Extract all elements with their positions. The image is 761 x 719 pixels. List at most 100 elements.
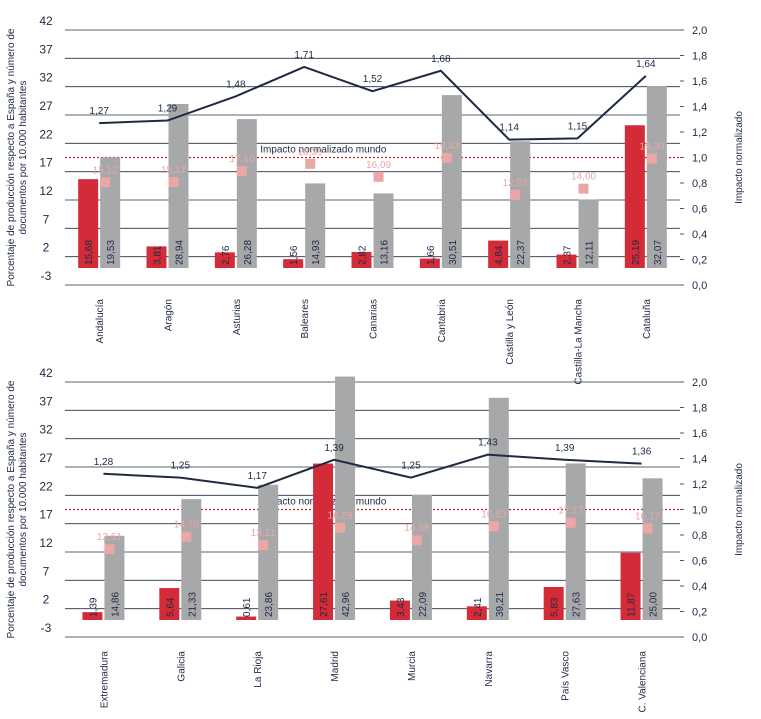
x-tick-label: C. Valenciana <box>638 651 649 713</box>
y-tick-label: 17 <box>39 508 53 522</box>
y2-tick-label: 1,8 <box>692 403 707 415</box>
y-tick-label: 2 <box>43 241 50 255</box>
bar-value-label: 19,53 <box>106 240 117 265</box>
bar-value-label: 12,11 <box>585 240 596 265</box>
marker <box>104 544 115 555</box>
bar-value-label: 14,86 <box>110 592 121 617</box>
y2-tick-label: 2,0 <box>692 377 707 389</box>
x-tick-label: Galicia <box>176 651 187 682</box>
bar-value-label: 28,94 <box>175 240 186 265</box>
marker <box>488 521 499 532</box>
y-tick-label: 42 <box>39 366 53 380</box>
y-tick-label: 37 <box>39 42 53 56</box>
y2-tick-label: 0,8 <box>692 530 707 542</box>
bar <box>441 95 462 268</box>
bar-value-label: 3,81 <box>153 245 164 265</box>
y-tick-label: 12 <box>39 536 53 550</box>
bar <box>565 463 586 620</box>
bar <box>646 86 667 269</box>
bar-value-label: 2,37 <box>563 245 574 265</box>
bar-value-label: 2,41 <box>473 597 484 617</box>
bar <box>510 141 531 268</box>
marker-value-label: 15,12 <box>93 165 118 176</box>
line-value-label: 1,43 <box>478 438 498 449</box>
x-tick-label: Aragón <box>164 299 175 331</box>
bar <box>466 606 487 620</box>
bar <box>258 484 279 620</box>
bar <box>335 376 356 620</box>
y-tick-label: 42 <box>39 14 53 28</box>
y-axis-label: Porcentaje de producción respecto a Espa… <box>6 28 17 286</box>
bar <box>104 535 125 620</box>
bar-value-label: 1,66 <box>426 245 437 265</box>
bar-value-label: 23,86 <box>264 592 275 617</box>
bar-value-label: 2,82 <box>358 245 369 265</box>
y2-tick-label: 0,0 <box>692 280 707 292</box>
y2-tick-label: 0,2 <box>692 255 707 267</box>
marker-value-label: 17,17 <box>558 506 583 517</box>
y-tick-label: -3 <box>41 621 52 635</box>
y-tick-label: 22 <box>39 479 53 493</box>
line-value-label: 1,68 <box>431 54 451 65</box>
bar-value-label: 4,84 <box>494 245 505 265</box>
bar <box>488 240 509 268</box>
bar-value-label: 0,61 <box>242 597 253 617</box>
marker-value-label: 16,09 <box>366 160 391 171</box>
marker <box>181 531 192 542</box>
y2-tick-label: 1,6 <box>692 428 707 440</box>
x-tick-label: Cantabria <box>437 299 448 343</box>
marker <box>236 166 247 177</box>
marker <box>646 153 657 164</box>
line-value-label: 1,25 <box>401 461 421 472</box>
marker-value-label: 15,17 <box>161 165 186 176</box>
line-value-label: 1,27 <box>89 106 109 117</box>
y-tick-label: 22 <box>39 127 53 141</box>
y2-tick-label: 1,4 <box>692 454 707 466</box>
bar-value-label: 39,21 <box>495 592 506 617</box>
bar-value-label: 5,83 <box>550 597 561 617</box>
bar <box>556 254 577 268</box>
x-tick-label: Baleares <box>300 299 311 338</box>
bar <box>146 246 167 268</box>
marker <box>411 535 422 546</box>
y2-tick-label: 0,6 <box>692 204 707 216</box>
bar <box>419 258 440 268</box>
bar-value-label: 1,56 <box>289 245 300 265</box>
marker <box>100 177 111 188</box>
y-tick-label: 32 <box>39 423 53 437</box>
marker <box>578 183 589 194</box>
y2-axis-label: Impacto normalizado <box>734 111 745 204</box>
bar <box>642 478 663 620</box>
marker <box>258 540 269 551</box>
y-tick-label: 7 <box>43 212 50 226</box>
marker <box>305 158 316 169</box>
line-value-label: 1,39 <box>324 443 344 454</box>
marker <box>565 517 576 528</box>
x-tick-label: Asturias <box>232 299 243 335</box>
marker-value-label: 19,30 <box>639 142 664 153</box>
x-tick-label: Madrid <box>330 651 341 682</box>
marker-value-label: 19,43 <box>434 141 459 152</box>
y-axis-label: documentos por 10.000 habitantes <box>18 81 29 235</box>
y-tick-label: -3 <box>41 269 52 283</box>
marker-value-label: 16,29 <box>328 511 353 522</box>
bar-value-label: 22,09 <box>418 592 429 617</box>
y-tick-label: 27 <box>39 99 53 113</box>
bar-value-label: 25,19 <box>631 240 642 265</box>
line-value-label: 1,64 <box>636 59 656 70</box>
bar-value-label: 27,61 <box>319 592 330 617</box>
x-tick-label: La Rioja <box>253 651 264 688</box>
x-tick-label: Extremadura <box>99 651 110 709</box>
y2-tick-label: 1,8 <box>692 51 707 63</box>
marker-value-label: 14,70 <box>174 520 199 531</box>
marker-value-label: 14,00 <box>571 172 596 183</box>
marker <box>642 523 653 534</box>
y2-tick-label: 1,2 <box>692 479 707 491</box>
line <box>103 453 642 489</box>
y2-tick-label: 1,2 <box>692 127 707 139</box>
y-tick-label: 32 <box>39 71 53 85</box>
bar-value-label: 32,07 <box>653 240 664 265</box>
bar-value-label: 27,63 <box>572 592 583 617</box>
line-value-label: 1,14 <box>499 123 519 134</box>
x-tick-label: País Vasco <box>561 651 572 701</box>
